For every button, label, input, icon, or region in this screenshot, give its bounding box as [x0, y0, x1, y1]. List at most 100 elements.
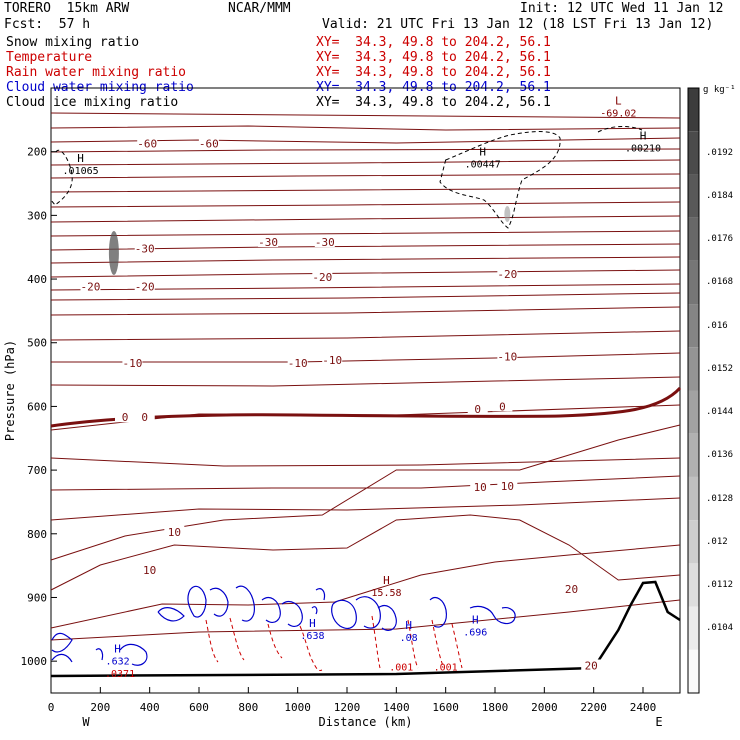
colorbar-label: .0136 [706, 450, 734, 461]
legend-entry-name: Temperature [6, 50, 93, 65]
extremum-value: .00210 [625, 144, 661, 155]
colorbar-label: .012 [706, 536, 728, 547]
temp-label-bg [134, 280, 155, 292]
temp-label-bg [287, 357, 308, 369]
temperature-label: 10 [143, 564, 156, 577]
cloud-water-contour [331, 599, 357, 629]
colorbar-label: .0168 [706, 277, 734, 288]
extremum-value: .001 [434, 663, 458, 674]
isotherm-line [50, 292, 681, 301]
temp-label-bg [492, 400, 513, 412]
isotherm-line [50, 330, 681, 341]
extremum-marker: L [615, 95, 622, 108]
cloud-water-contour [281, 601, 303, 627]
temp-label-bg [134, 242, 155, 254]
isotherm-line [50, 306, 681, 316]
x-tick-label: 2400 [630, 701, 657, 714]
isotherm-line [50, 475, 681, 491]
colorbar-label: .0192 [706, 147, 734, 158]
temp-label-bg [164, 525, 185, 537]
x-tick-label: 0 [48, 701, 55, 714]
colorbar-swatch [688, 606, 699, 650]
temp-label-bg [322, 353, 343, 365]
temp-label-bg [134, 411, 155, 423]
cloud-water-contour [209, 587, 229, 617]
temp-label-bg [497, 350, 518, 362]
isotherm-line [50, 283, 681, 291]
y-tick-label: 600 [27, 400, 47, 413]
temp-label-bg [561, 583, 582, 595]
y-tick-label: 1000 [21, 655, 48, 668]
init-time: Init: 12 UTC Wed 11 Jan 12 [520, 1, 724, 16]
legend-entry-name: Snow mixing ratio [6, 35, 140, 50]
temp-label-bg [470, 481, 491, 493]
temperature-label: -30 [135, 242, 155, 255]
extremum-value: .00447 [465, 160, 501, 171]
cloud-water-contour [187, 585, 207, 618]
colorbar-swatch [688, 304, 699, 348]
x-tick-label: 1200 [334, 701, 361, 714]
colorbar-label: .016 [706, 320, 728, 331]
temperature-label: -10 [322, 354, 342, 367]
isotherm-line [50, 599, 681, 641]
extremum-value: .696 [463, 628, 487, 639]
colorbar-label: .0144 [706, 407, 734, 418]
x-axis-label: Distance (km) [319, 715, 413, 729]
east-label: E [655, 715, 662, 729]
temperature-label: 10 [474, 481, 487, 494]
extremum-value: 15.58 [371, 588, 401, 599]
extremum-marker: H [405, 619, 412, 632]
snow-shade [504, 206, 511, 222]
isotherm-line [50, 514, 681, 591]
extremum-marker: H [479, 146, 486, 159]
x-tick-label: 1400 [383, 701, 410, 714]
colorbar-swatch [688, 174, 699, 218]
temperature-label: 10 [168, 526, 181, 539]
isotherm-line [50, 215, 681, 223]
isotherm-line [50, 159, 681, 166]
cloud-ice-contour [439, 131, 561, 229]
isotherm-line [50, 269, 681, 278]
temperature-label: 10 [501, 480, 514, 493]
colorbar-swatch [688, 433, 699, 477]
x-tick-label: 600 [189, 701, 209, 714]
temperature-label: -20 [135, 281, 155, 294]
extremum-value: .0371 [105, 669, 135, 680]
temperature-label: -60 [199, 137, 219, 150]
cloud-water-contour [315, 588, 326, 601]
temp-label-bg [137, 137, 158, 149]
temperature-label: 0 [499, 400, 506, 413]
x-tick-label: 2200 [580, 701, 607, 714]
temperature-label: 20 [565, 583, 578, 596]
x-tick-label: 2000 [531, 701, 558, 714]
x-tick-label: 1800 [482, 701, 509, 714]
isotherm-line [50, 457, 681, 467]
extremum-value: .632 [106, 656, 130, 667]
extremum-value: .01065 [63, 166, 99, 177]
extremum-marker: H [640, 130, 647, 143]
temp-label-bg [122, 357, 143, 369]
isotherm-line [50, 201, 681, 208]
x-tick-label: 400 [140, 701, 160, 714]
temperature-label: -20 [312, 271, 332, 284]
cloud-water-contour [157, 607, 185, 622]
cloud-water-contour [261, 597, 281, 623]
legend-entry-name: Rain water mixing ratio [6, 65, 187, 80]
extremum-value: .638 [300, 631, 324, 642]
extremum-marker: H [77, 152, 84, 165]
colorbar-swatch [688, 563, 699, 607]
terrain-line [50, 580, 681, 678]
forecast-hour: Fcst: 57 h [4, 17, 91, 32]
temperature-label: -10 [288, 357, 308, 370]
x-tick-label: 200 [90, 701, 110, 714]
isotherm-line [50, 497, 681, 521]
plot-frame [50, 87, 681, 694]
temp-label-bg [467, 402, 488, 414]
cloud-water-contour [95, 648, 104, 661]
colorbar-frame [687, 87, 700, 694]
colorbar-label: .0152 [706, 363, 734, 374]
isotherm-line [50, 137, 681, 144]
cloud-water-contour [51, 653, 73, 663]
temperature-label: -10 [122, 357, 142, 370]
temperature-label: -20 [497, 268, 517, 281]
